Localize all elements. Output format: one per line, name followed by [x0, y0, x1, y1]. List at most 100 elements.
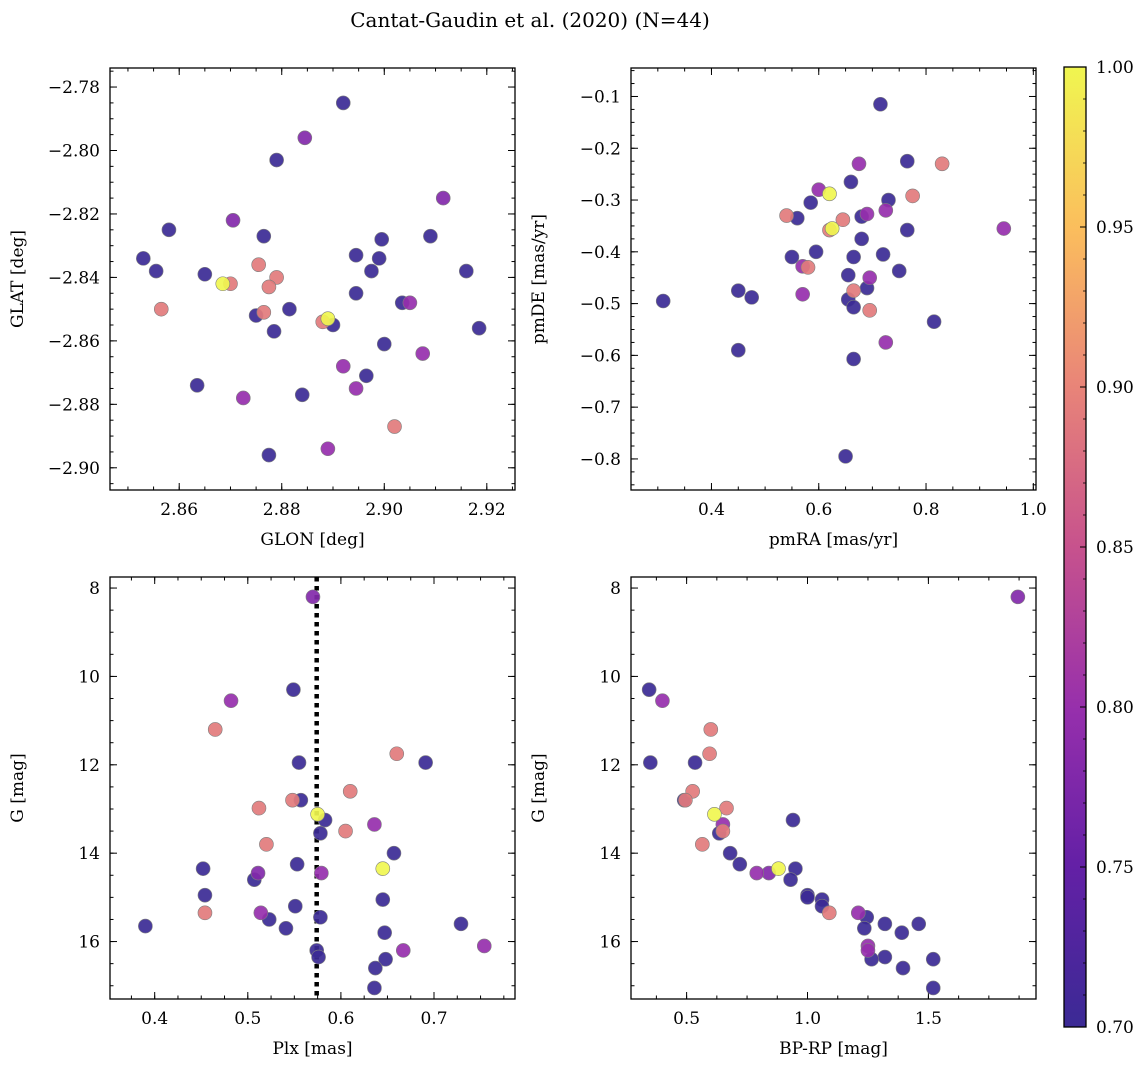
- data-point: [860, 943, 876, 958]
- x-tick-label: 2.92: [468, 500, 506, 520]
- y-axis-label: G [mag]: [8, 753, 28, 822]
- data-point: [875, 247, 891, 262]
- y-tick-label: −2.88: [48, 395, 100, 415]
- x-axis-label: BP-RP [mag]: [779, 1039, 888, 1059]
- data-point: [878, 335, 894, 350]
- data-point: [857, 920, 872, 936]
- data-point: [256, 305, 272, 320]
- data-point: [643, 755, 658, 770]
- y-tick-label: −0.7: [580, 398, 621, 418]
- data-point: [282, 301, 297, 317]
- data-point: [730, 342, 746, 358]
- panel-cmd: 0.5 1.0 1.5 8 10 12 14 16 BP-RP [mag] G [mag]: [529, 576, 1037, 1059]
- data-points: [655, 96, 1012, 464]
- data-point: [378, 951, 393, 967]
- x-tick-label: 0.5: [673, 1009, 700, 1029]
- y-tick-label: 12: [599, 756, 621, 776]
- data-point: [862, 270, 878, 286]
- colorbar-tick-label: 0.80: [1096, 698, 1134, 718]
- y-tick-label: −2.78: [48, 78, 100, 98]
- y-tick-label: 10: [78, 667, 100, 687]
- data-point: [925, 980, 941, 996]
- data-point: [285, 792, 300, 808]
- data-point: [225, 213, 241, 228]
- data-point: [261, 279, 277, 295]
- x-tick-label: 2.86: [160, 500, 198, 520]
- data-point: [732, 856, 748, 872]
- x-tick-label: 2.88: [263, 500, 301, 520]
- data-point: [905, 188, 920, 204]
- data-point: [423, 228, 438, 244]
- data-points: [136, 95, 487, 463]
- colorbar-tick-label: 0.90: [1096, 378, 1134, 398]
- data-point: [375, 892, 391, 907]
- data-point: [261, 447, 277, 463]
- data-point: [822, 186, 837, 202]
- data-point: [899, 153, 915, 169]
- data-point: [703, 722, 719, 737]
- panel-pm: 0.4 0.6 0.8 1.0 −0.1 −0.2 −0.3 −0.4 −0.5 −0.6 −0.7…: [529, 67, 1047, 550]
- data-point: [348, 285, 364, 301]
- y-tick-label: −2.84: [48, 268, 100, 288]
- data-point: [655, 293, 671, 309]
- y-axis-label: G [mag]: [529, 753, 549, 822]
- colorbar-tick-label: 0.95: [1096, 218, 1134, 238]
- data-point: [435, 190, 451, 206]
- data-point: [687, 755, 703, 770]
- data-point: [846, 249, 861, 265]
- x-tick-label: 0.5: [234, 1009, 261, 1029]
- data-point: [835, 212, 851, 228]
- data-point: [641, 682, 657, 697]
- data-point: [368, 960, 383, 976]
- y-axis-label: GLAT [deg]: [8, 230, 28, 328]
- data-point: [195, 861, 211, 876]
- x-axis-label: Plx [mas]: [272, 1039, 352, 1059]
- data-point: [189, 377, 205, 393]
- data-point: [655, 693, 670, 709]
- data-point: [877, 949, 893, 965]
- plot-frame: [109, 67, 516, 491]
- data-point: [259, 837, 274, 852]
- y-tick-label: 10: [599, 667, 621, 687]
- data-point: [386, 845, 402, 861]
- data-point: [256, 228, 272, 244]
- data-point: [215, 276, 231, 292]
- data-point: [843, 174, 859, 190]
- colorbar-tick-label: 0.70: [1096, 1018, 1134, 1038]
- data-point: [784, 249, 800, 265]
- data-point: [153, 301, 169, 317]
- figure-title: Cantat-Gaudin et al. (2020) (N=44): [350, 8, 710, 32]
- y-tick-label: 16: [78, 933, 100, 953]
- data-point: [289, 856, 305, 872]
- data-point: [251, 800, 267, 816]
- y-tick-label: −0.3: [580, 191, 621, 211]
- data-point: [707, 806, 722, 822]
- data-point: [838, 449, 853, 464]
- data-point: [197, 266, 213, 282]
- y-tick-label: −2.90: [48, 459, 100, 479]
- data-point: [148, 263, 164, 279]
- data-point: [223, 693, 239, 709]
- plot-frame: [109, 576, 516, 1000]
- y-tick-label: 8: [89, 579, 100, 599]
- y-tick-label: −0.2: [580, 139, 621, 159]
- data-point: [800, 260, 816, 275]
- data-point: [310, 806, 325, 822]
- data-point: [313, 909, 328, 925]
- data-point: [722, 845, 738, 861]
- data-point: [895, 960, 911, 976]
- data-point: [702, 746, 717, 762]
- y-tick-label: 14: [78, 844, 100, 864]
- x-tick-label: 0.4: [698, 500, 725, 520]
- data-point: [925, 951, 941, 967]
- y-tick-label: −0.8: [580, 450, 621, 470]
- x-axis-label: pmRA [mas/yr]: [769, 530, 898, 550]
- x-tick-label: 1.0: [794, 1009, 821, 1029]
- data-point: [313, 825, 328, 841]
- y-tick-label: 12: [78, 756, 100, 776]
- data-point: [795, 286, 810, 302]
- data-point: [877, 916, 893, 932]
- data-point: [269, 270, 284, 285]
- y-tick-label: −0.1: [580, 87, 621, 107]
- y-tick-label: −2.80: [48, 141, 100, 161]
